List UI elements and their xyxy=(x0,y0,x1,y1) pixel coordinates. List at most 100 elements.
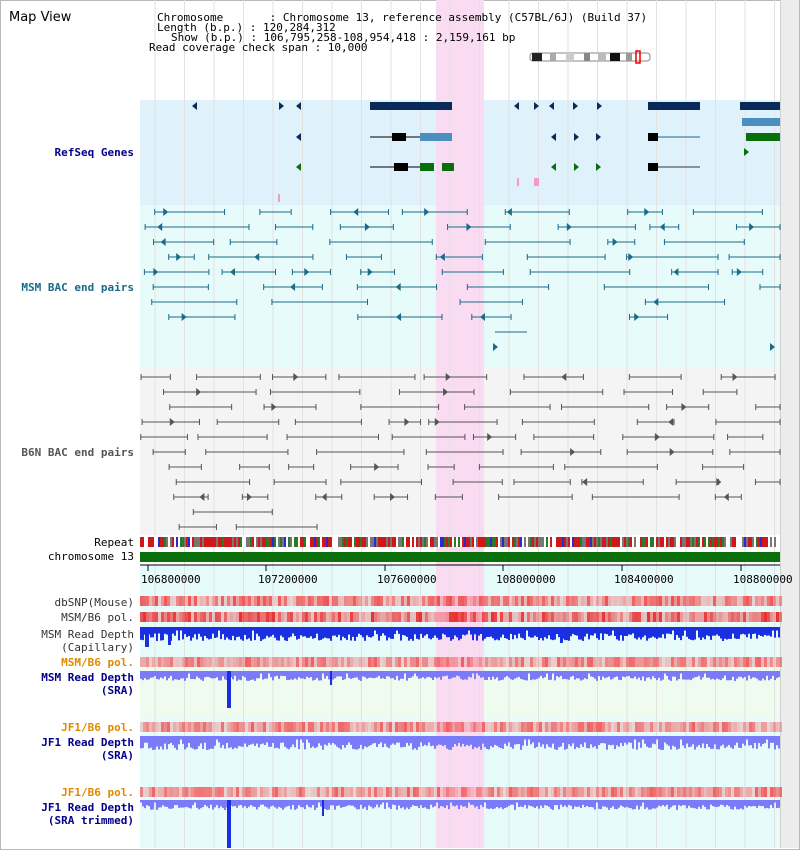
track-label-jf1-b6-pol-2[interactable]: JF1/B6 pol. xyxy=(61,786,134,799)
read-depth-bar xyxy=(266,736,268,743)
track-label-msm-b6-pol-sra[interactable]: MSM/B6 pol. xyxy=(61,656,134,669)
track-label-msm-b6-pol[interactable]: MSM/B6 pol. xyxy=(61,611,134,624)
read-depth-bar xyxy=(244,736,246,744)
track-label-chromosome[interactable]: chromosome 13 xyxy=(47,550,134,563)
read-depth-bar xyxy=(548,627,550,636)
polymorphism-cell xyxy=(620,657,623,667)
polymorphism-cell xyxy=(182,596,185,606)
track-label-msm-bac[interactable]: MSM BAC end pairs xyxy=(21,281,134,294)
read-depth-bar xyxy=(154,627,156,634)
repeat-segment xyxy=(504,537,506,547)
polymorphism-cell xyxy=(650,596,653,606)
repeat-segment xyxy=(652,537,654,547)
polymorphism-cell xyxy=(317,596,320,606)
read-depth-bar xyxy=(334,671,336,679)
polymorphism-cell xyxy=(410,657,413,667)
read-depth-bar xyxy=(176,671,178,680)
polymorphism-cell xyxy=(548,787,551,797)
track-label-repeat[interactable]: Repeat xyxy=(94,536,134,549)
polymorphism-cell xyxy=(779,612,782,622)
read-depth-bar xyxy=(578,800,580,807)
repeat-segment xyxy=(248,537,250,547)
polymorphism-cell xyxy=(266,722,269,732)
repeat-segment xyxy=(684,537,686,547)
read-depth-bar xyxy=(420,736,422,743)
track-label-dbsnp[interactable]: dbSNP(Mouse) xyxy=(54,596,134,609)
read-depth-bar xyxy=(732,736,734,749)
read-depth-bar xyxy=(696,736,698,747)
polymorphism-cell xyxy=(617,787,620,797)
polymorphism-cell xyxy=(659,612,662,622)
read-depth-bar xyxy=(386,800,388,803)
read-depth-bar xyxy=(520,627,522,638)
read-depth-bar xyxy=(442,800,444,807)
read-depth-bar xyxy=(336,627,338,638)
read-depth-bar xyxy=(552,736,554,744)
track-label-b6n-bac[interactable]: B6N BAC end pairs xyxy=(21,446,134,459)
read-depth-bar xyxy=(498,671,500,681)
polymorphism-cell xyxy=(527,596,530,606)
read-depth-bar xyxy=(318,671,320,681)
read-depth-bar xyxy=(730,736,732,748)
repeat-segment xyxy=(644,537,646,547)
polymorphism-cell xyxy=(509,612,512,622)
polymorphism-cell xyxy=(656,596,659,606)
read-depth-bar xyxy=(520,671,522,679)
read-depth-bar xyxy=(282,627,284,638)
read-depth-bar xyxy=(492,671,494,677)
polymorphism-cell xyxy=(611,596,614,606)
polymorphism-cell xyxy=(638,657,641,667)
repeat-segment xyxy=(766,537,768,547)
repeat-segment xyxy=(442,537,444,547)
repeat-segment xyxy=(572,537,574,547)
polymorphism-cell xyxy=(236,612,239,622)
polymorphism-cell xyxy=(332,722,335,732)
read-depth-bar xyxy=(300,627,302,636)
polymorphism-cell xyxy=(548,612,551,622)
repeat-segment xyxy=(604,537,606,547)
repeat-segment xyxy=(210,537,212,547)
track-label-jf1-read-depth[interactable]: JF1 Read Depth xyxy=(41,736,134,749)
polymorphism-cell xyxy=(533,787,536,797)
read-depth-bar xyxy=(356,671,358,678)
read-depth-bar xyxy=(466,800,468,808)
refseq-gene-block xyxy=(742,118,780,126)
repeat-segment xyxy=(552,537,554,547)
read-depth-bar xyxy=(394,671,396,680)
repeat-segment xyxy=(570,537,572,547)
polymorphism-cell xyxy=(740,612,743,622)
track-label-msm-read-depth[interactable]: MSM Read Depth xyxy=(41,628,134,641)
polymorphism-cell xyxy=(212,787,215,797)
polymorphism-cell xyxy=(743,596,746,606)
repeat-segment xyxy=(548,537,550,547)
track-label-jf1-b6-pol[interactable]: JF1/B6 pol. xyxy=(61,721,134,734)
polymorphism-cell xyxy=(269,612,272,622)
polymorphism-cell xyxy=(368,657,371,667)
read-depth-bar xyxy=(540,800,542,806)
read-depth-bar xyxy=(610,736,612,746)
read-depth-bar xyxy=(642,800,644,803)
read-depth-bar xyxy=(750,627,752,639)
track-label-jf1-read-depth-trim[interactable]: JF1 Read Depth xyxy=(41,801,134,814)
read-depth-bar xyxy=(766,800,768,808)
polymorphism-cell xyxy=(356,612,359,622)
polymorphism-cell xyxy=(242,596,245,606)
polymorphism-cell xyxy=(452,787,455,797)
read-depth-bar xyxy=(274,736,276,749)
polymorphism-cell xyxy=(233,657,236,667)
polymorphism-cell xyxy=(605,612,608,622)
read-depth-bar xyxy=(422,800,424,808)
repeat-segment xyxy=(752,537,754,547)
repeat-segment xyxy=(186,537,188,547)
read-depth-spike xyxy=(227,800,231,848)
polymorphism-cell xyxy=(536,612,539,622)
polymorphism-cell xyxy=(752,596,755,606)
repeat-segment xyxy=(486,537,488,547)
strand-arrow xyxy=(549,102,554,110)
polymorphism-cell xyxy=(656,722,659,732)
repeat-segment xyxy=(436,537,438,547)
strand-arrow xyxy=(668,418,674,426)
track-label-msm-read-depth-sra[interactable]: MSM Read Depth xyxy=(41,671,134,684)
track-label-refseq[interactable]: RefSeq Genes xyxy=(54,146,134,159)
